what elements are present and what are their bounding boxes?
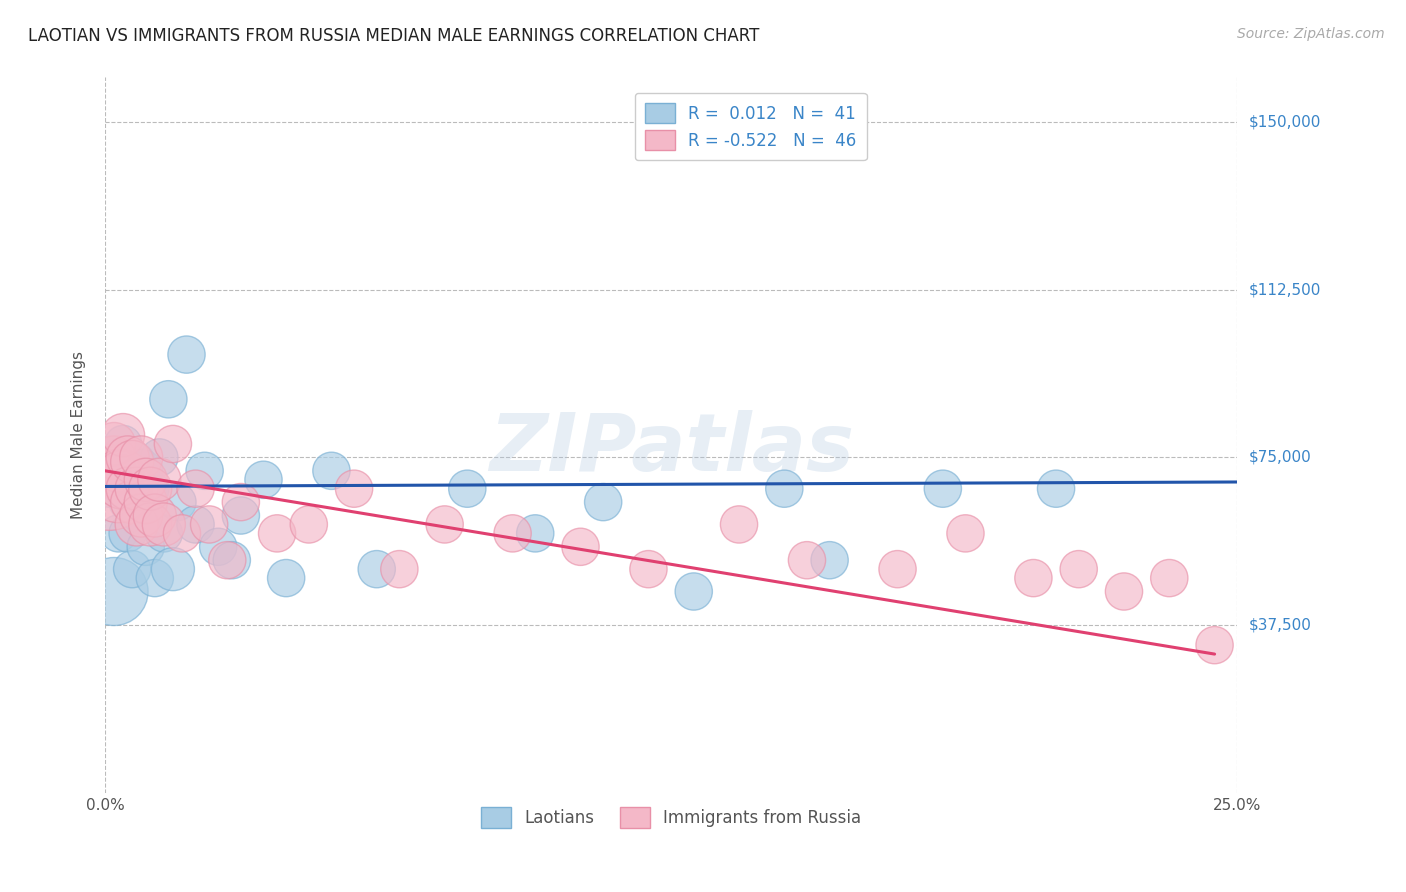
Point bbox=[135, 495, 157, 509]
Point bbox=[135, 540, 157, 554]
Point bbox=[153, 526, 176, 541]
Point bbox=[98, 482, 121, 496]
Point bbox=[502, 526, 524, 541]
Point bbox=[321, 464, 343, 478]
Point bbox=[103, 584, 125, 599]
Point bbox=[170, 526, 193, 541]
Point bbox=[139, 482, 162, 496]
Point bbox=[129, 508, 152, 523]
Point bbox=[125, 495, 148, 509]
Point bbox=[107, 526, 129, 541]
Point bbox=[524, 526, 547, 541]
Point bbox=[456, 482, 478, 496]
Point bbox=[728, 517, 751, 532]
Text: $150,000: $150,000 bbox=[1249, 115, 1320, 129]
Point bbox=[229, 495, 252, 509]
Point bbox=[103, 450, 125, 465]
Point bbox=[1204, 638, 1226, 652]
Point bbox=[153, 517, 176, 532]
Point bbox=[1022, 571, 1045, 585]
Point bbox=[107, 450, 129, 465]
Y-axis label: Median Male Earnings: Median Male Earnings bbox=[72, 351, 86, 519]
Point bbox=[148, 473, 170, 487]
Point bbox=[121, 455, 143, 469]
Text: $37,500: $37,500 bbox=[1249, 617, 1312, 632]
Point bbox=[221, 553, 243, 567]
Text: Source: ZipAtlas.com: Source: ZipAtlas.com bbox=[1237, 27, 1385, 41]
Point bbox=[117, 526, 139, 541]
Point bbox=[796, 553, 818, 567]
Point bbox=[298, 517, 321, 532]
Point bbox=[217, 553, 239, 567]
Point bbox=[157, 392, 180, 407]
Point bbox=[162, 562, 184, 576]
Point bbox=[266, 526, 288, 541]
Point bbox=[98, 482, 121, 496]
Point bbox=[135, 473, 157, 487]
Point bbox=[1112, 584, 1135, 599]
Point bbox=[252, 473, 274, 487]
Point bbox=[107, 464, 129, 478]
Point bbox=[143, 508, 166, 523]
Point bbox=[112, 473, 135, 487]
Point bbox=[121, 495, 143, 509]
Point bbox=[276, 571, 298, 585]
Point bbox=[569, 540, 592, 554]
Point bbox=[184, 482, 207, 496]
Point bbox=[682, 584, 704, 599]
Point bbox=[592, 495, 614, 509]
Point bbox=[194, 464, 217, 478]
Text: $75,000: $75,000 bbox=[1249, 450, 1310, 465]
Point bbox=[166, 495, 188, 509]
Point bbox=[125, 455, 148, 469]
Point bbox=[388, 562, 411, 576]
Legend: Laotians, Immigrants from Russia: Laotians, Immigrants from Russia bbox=[475, 801, 868, 834]
Point bbox=[433, 517, 456, 532]
Point bbox=[1067, 562, 1090, 576]
Point bbox=[148, 450, 170, 465]
Point bbox=[818, 553, 841, 567]
Point bbox=[1159, 571, 1181, 585]
Point bbox=[129, 508, 152, 523]
Point bbox=[129, 450, 152, 465]
Point bbox=[117, 482, 139, 496]
Point bbox=[932, 482, 955, 496]
Point bbox=[112, 482, 135, 496]
Point bbox=[773, 482, 796, 496]
Point bbox=[121, 562, 143, 576]
Point bbox=[366, 562, 388, 576]
Point bbox=[637, 562, 659, 576]
Point bbox=[176, 348, 198, 362]
Point bbox=[162, 437, 184, 451]
Point bbox=[125, 482, 148, 496]
Point bbox=[117, 495, 139, 509]
Point bbox=[229, 508, 252, 523]
Point bbox=[103, 437, 125, 451]
Point bbox=[184, 517, 207, 532]
Text: $112,500: $112,500 bbox=[1249, 282, 1320, 297]
Point bbox=[1045, 482, 1067, 496]
Point bbox=[198, 517, 221, 532]
Point bbox=[129, 464, 152, 478]
Point bbox=[139, 517, 162, 532]
Point bbox=[207, 540, 229, 554]
Point bbox=[112, 437, 135, 451]
Point bbox=[107, 482, 129, 496]
Point bbox=[125, 517, 148, 532]
Point bbox=[343, 482, 366, 496]
Point bbox=[117, 450, 139, 465]
Point bbox=[143, 571, 166, 585]
Text: LAOTIAN VS IMMIGRANTS FROM RUSSIA MEDIAN MALE EARNINGS CORRELATION CHART: LAOTIAN VS IMMIGRANTS FROM RUSSIA MEDIAN… bbox=[28, 27, 759, 45]
Point bbox=[112, 428, 135, 442]
Point bbox=[886, 562, 908, 576]
Point bbox=[955, 526, 977, 541]
Point bbox=[139, 482, 162, 496]
Point bbox=[103, 464, 125, 478]
Point bbox=[98, 464, 121, 478]
Text: ZIPatlas: ZIPatlas bbox=[489, 410, 853, 488]
Point bbox=[121, 473, 143, 487]
